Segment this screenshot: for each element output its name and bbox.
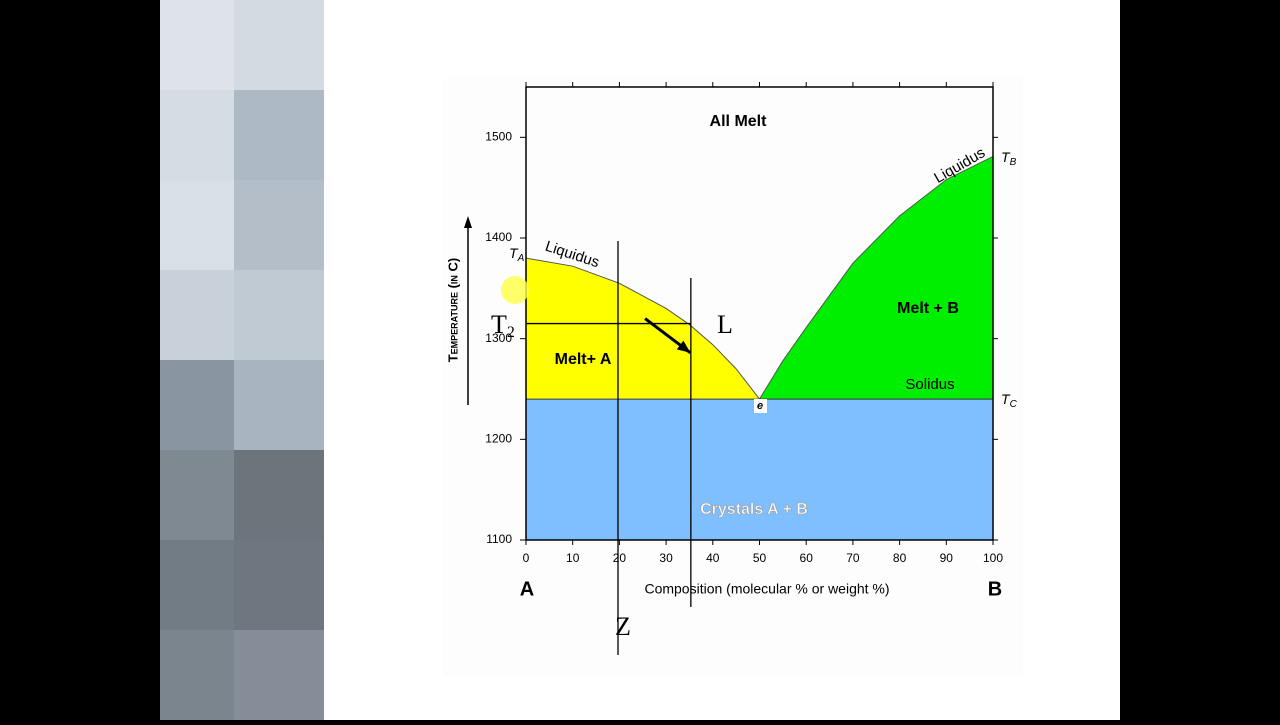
point-label: TB (1001, 149, 1017, 168)
end-label: B (988, 578, 1002, 600)
cursor-highlight (501, 276, 529, 304)
plot: 1100 1200 1300 1400 1500 0 10 20 30 40 50 60 70 80 90 1… (485, 82, 1003, 565)
liquidus-line (525, 257, 760, 400)
x-tick-label: 60 (800, 551, 814, 565)
region-label: All Melt (710, 113, 768, 130)
annotation-label: Z (615, 612, 631, 641)
y-tick-label: 1400 (485, 230, 512, 244)
region-label: Melt + B (897, 300, 959, 317)
x-tick-label: 50 (753, 551, 767, 565)
annotation-label: T2 (491, 310, 515, 341)
region (759, 156, 993, 400)
point-label: TC (1001, 391, 1018, 410)
region-label: Crystals A + B (700, 501, 808, 518)
region-label: Melt+ A (555, 351, 612, 368)
x-tick-label: 20 (613, 551, 627, 565)
x-tick-label: 100 (983, 551, 1003, 565)
x-tick-label: 30 (659, 551, 673, 565)
x-tick-label: 40 (706, 551, 720, 565)
axis-arrow-head (464, 216, 472, 228)
point-label: e (757, 400, 763, 412)
end-label: A (520, 578, 534, 600)
region (526, 258, 760, 400)
pixel-panel (160, 0, 324, 720)
x-tick-label: 80 (893, 551, 907, 565)
point-box (754, 399, 767, 413)
y-tick-label: 1200 (485, 432, 512, 446)
region (526, 399, 993, 540)
y-tick-label: 1300 (485, 331, 512, 345)
x-tick-label: 70 (846, 551, 860, 565)
y-axis-label: Temperature (in C) (445, 258, 460, 363)
y-tick-label: 1100 (486, 532, 512, 546)
y-tick-label: 1500 (485, 130, 512, 144)
x-tick-label: 90 (940, 551, 954, 565)
x-tick-label: 10 (566, 551, 580, 565)
curve-label: Solidus (905, 376, 954, 393)
annotation-arrow-head (676, 340, 691, 353)
annotation-label: L (717, 310, 733, 339)
x-tick-label: 0 (523, 551, 530, 565)
x-axis-label: Composition (molecular % or weight %) (644, 581, 889, 597)
liquidus-line (759, 156, 994, 400)
point-label: TA (509, 245, 525, 264)
